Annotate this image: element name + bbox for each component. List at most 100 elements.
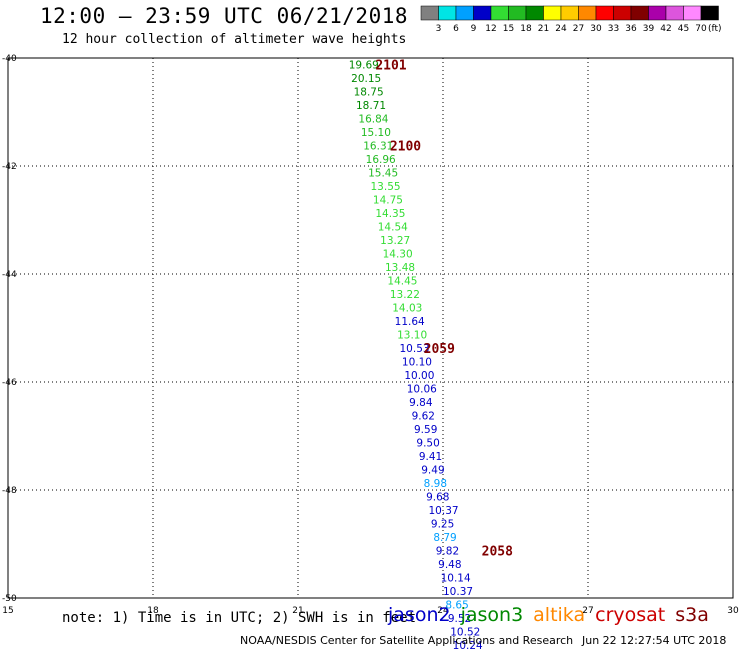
y-tick-label: -50 [2, 594, 17, 604]
legend-swatch [508, 5, 527, 21]
legend-unit-label: (ft) [708, 24, 722, 34]
wave-height-label: 16.31 [363, 140, 393, 152]
pass-time-label: 2101 [375, 58, 406, 73]
wave-height-label: 16.84 [358, 113, 388, 125]
pass-time-label: 2059 [424, 342, 455, 357]
satellite-name: jason3 [460, 604, 524, 626]
legend-tick-label: 24 [555, 24, 567, 34]
satellite-legend: jason2 jason3 altika cryosat s3a [388, 604, 719, 626]
wave-height-label: 16.96 [366, 154, 396, 166]
y-tick-label: -48 [2, 486, 17, 496]
wave-height-label: 10.06 [407, 383, 437, 395]
legend-swatch [683, 5, 702, 21]
wave-height-label: 9.52 [448, 613, 471, 625]
wave-height-label: 9.48 [438, 559, 461, 571]
wave-height-label: 13.48 [385, 262, 415, 274]
wave-height-label: 9.25 [431, 518, 454, 530]
chart-grid [8, 58, 733, 598]
y-tick-label: -44 [2, 270, 17, 280]
wave-height-label: 8.65 [445, 599, 468, 611]
legend-swatch [700, 5, 719, 21]
wave-height-label: 15.45 [368, 167, 398, 179]
legend-tick-label: 30 [590, 24, 602, 34]
x-tick-label: 21 [292, 606, 303, 616]
wave-height-label: 10.52 [450, 626, 480, 638]
legend-swatch [420, 5, 439, 21]
y-tick-label: -46 [2, 378, 17, 388]
plot-frame [7, 57, 734, 599]
wave-height-label: 13.22 [390, 289, 420, 301]
wave-height-label: 13.10 [397, 329, 427, 341]
wave-height-label: 10.10 [402, 356, 432, 368]
wave-height-label: 13.27 [380, 235, 410, 247]
x-tick-label: 30 [727, 606, 739, 616]
legend-swatch [473, 5, 492, 21]
x-tick-label: 24 [437, 606, 449, 616]
satellite-name: s3a [675, 604, 709, 626]
x-tick-label: 27 [582, 606, 593, 616]
legend-tick-label: 42 [660, 24, 671, 34]
legend-tick-label: 21 [538, 24, 549, 34]
wave-height-label: 10.00 [404, 370, 434, 382]
wave-height-label: 13.55 [371, 181, 401, 193]
legend-tick-label: 45 [678, 24, 689, 34]
wave-height-label: 9.50 [416, 437, 439, 449]
color-legend: 3 6 9 12 15 18 21 24 27 30 33 36 39 42 45 70 (ft) [420, 5, 722, 34]
legend-tick-label: 33 [608, 24, 619, 34]
legend-swatch [648, 5, 667, 21]
chart-subtitle: 12 hour collection of altimeter wave hei… [62, 32, 407, 47]
wave-height-label: 9.82 [436, 545, 459, 557]
legend-swatch [630, 5, 649, 21]
wave-height-label: 9.59 [414, 424, 437, 436]
footnote: note: 1) Time is in UTC; 2) SWH is in fe… [62, 610, 417, 626]
legend-swatch [578, 5, 597, 21]
legend-swatch [560, 5, 579, 21]
wave-height-label: 10.37 [429, 505, 459, 517]
wave-height-label: 14.45 [387, 275, 417, 287]
credit-line: NOAA/NESDIS Center for Satellite Applica… [240, 634, 574, 647]
wave-height-label: 10.24 [453, 640, 483, 650]
wave-height-label: 20.15 [351, 73, 381, 85]
legend-tick-label: 70 [695, 24, 707, 34]
legend-tick-label: 9 [471, 24, 477, 34]
wave-height-label: 9.68 [426, 491, 449, 503]
x-tick-label: 18 [147, 606, 159, 616]
legend-tick-label: 3 [436, 24, 442, 34]
legend-tick-label: 18 [520, 24, 532, 34]
wave-height-label: 11.64 [395, 316, 425, 328]
legend-tick-label: 36 [625, 24, 637, 34]
wave-height-label: 18.75 [354, 86, 384, 98]
legend-tick-label: 6 [453, 24, 459, 34]
legend-swatch [665, 5, 684, 21]
legend-tick-label: 27 [573, 24, 584, 34]
legend-tick-label: 12 [485, 24, 496, 34]
chart-axes: 15 18 21 24 27 30 -40 -42 -44 -46 -48 -50 [2, 54, 739, 616]
wave-height-label: 14.03 [392, 302, 422, 314]
wave-height-label: 14.35 [375, 208, 405, 220]
legend-swatch [438, 5, 457, 21]
wave-height-label: 14.54 [378, 221, 408, 233]
wave-height-label: 10.37 [443, 586, 473, 598]
satellite-name: cryosat [595, 604, 666, 626]
legend-swatch [595, 5, 614, 21]
wave-height-label: 14.75 [373, 194, 403, 206]
pass-time-label: 2100 [390, 139, 421, 154]
wave-height-label: 8.98 [424, 478, 447, 490]
wave-height-label: 9.84 [409, 397, 433, 409]
time-labels: 2101 2100 2059 2058 [375, 58, 513, 559]
y-tick-label: -42 [2, 162, 17, 172]
wave-height-label: 9.49 [421, 464, 444, 476]
wave-height-label: 18.71 [356, 100, 386, 112]
wave-height-label: 14.30 [383, 248, 413, 260]
satellite-name: altika [533, 604, 586, 626]
wave-height-label: 9.41 [419, 451, 442, 463]
wave-height-label: 15.10 [361, 127, 391, 139]
legend-tick-label: 15 [503, 24, 514, 34]
satellite-name: jason2 [388, 604, 451, 626]
legend-tick-label: 39 [643, 24, 655, 34]
legend-swatch [525, 5, 544, 21]
wave-height-label: 19.69 [349, 59, 379, 71]
wave-height-label: 9.62 [412, 410, 435, 422]
